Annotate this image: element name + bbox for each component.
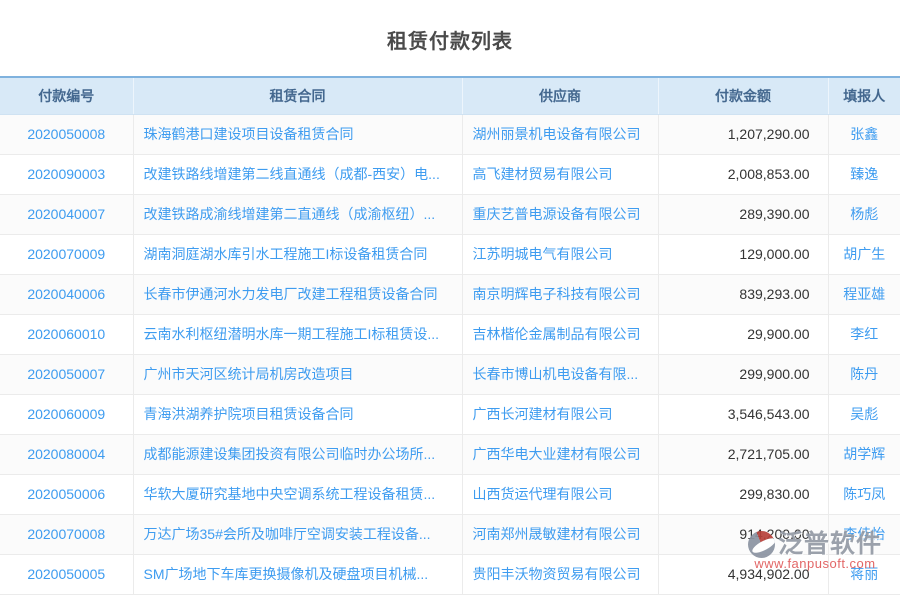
amount-value: 839,293.00	[658, 274, 829, 315]
supplier-link[interactable]: 南京明辉电子科技有限公司	[462, 274, 659, 315]
payment-no-link[interactable]: 2020050005	[0, 554, 134, 595]
contract-link[interactable]: 长春市伊通河水力发电厂改建工程租赁设备合同	[133, 274, 463, 315]
contract-link[interactable]: 改建铁路线增建第二线直通线（成都-西安）电...	[133, 154, 463, 195]
table-body: 2020050008 珠海鹤港口建设项目设备租赁合同 湖州丽景机电设备有限公司 1,2…	[0, 114, 900, 595]
payment-no-link[interactable]: 2020070009	[0, 234, 134, 275]
table-row: 2020060010 云南水利枢纽潜明水库一期工程施工I标租赁设... 吉林楷伦金属…	[0, 314, 900, 355]
vendor-watermark: 泛普软件 www.fanpusoft.com	[740, 531, 890, 571]
reporter-link[interactable]: 蒋丽	[828, 554, 900, 595]
amount-value: 4,934,902.00	[658, 554, 829, 595]
table-row: 2020090003 改建铁路线增建第二线直通线（成都-西安）电... 高飞建材贸易…	[0, 154, 900, 195]
payment-no-link[interactable]: 2020060009	[0, 394, 134, 435]
amount-value: 3,546,543.00	[658, 394, 829, 435]
supplier-link[interactable]: 湖州丽景机电设备有限公司	[462, 114, 659, 155]
table-row: 2020070009 湖南洞庭湖水库引水工程施工I标设备租赁合同 江苏明城电气有限公…	[0, 234, 900, 275]
supplier-link[interactable]: 河南郑州晟敏建材有限公司	[462, 514, 659, 555]
reporter-link[interactable]: 程亚雄	[828, 274, 900, 315]
payment-no-link[interactable]: 2020040006	[0, 274, 134, 315]
reporter-link[interactable]: 陈丹	[828, 354, 900, 395]
contract-link[interactable]: 改建铁路成渝线增建第二直通线（成渝枢纽）...	[133, 194, 463, 235]
supplier-link[interactable]: 江苏明城电气有限公司	[462, 234, 659, 275]
amount-value: 2,008,853.00	[658, 154, 829, 195]
table-row: 2020050008 珠海鹤港口建设项目设备租赁合同 湖州丽景机电设备有限公司 1,2…	[0, 114, 900, 155]
payment-no-link[interactable]: 2020080004	[0, 434, 134, 475]
reporter-link[interactable]: 臻逸	[828, 154, 900, 195]
column-header-payment-no: 付款编号	[0, 76, 134, 115]
contract-link[interactable]: 云南水利枢纽潜明水库一期工程施工I标租赁设...	[133, 314, 463, 355]
amount-value: 914,200.00	[658, 514, 829, 555]
payment-no-link[interactable]: 2020050006	[0, 474, 134, 515]
payment-no-link[interactable]: 2020050008	[0, 114, 134, 155]
reporter-link[interactable]: 吴彪	[828, 394, 900, 435]
amount-value: 129,000.00	[658, 234, 829, 275]
column-header-amount: 付款金额	[658, 76, 829, 115]
contract-link[interactable]: 万达广场35#会所及咖啡厅空调安装工程设备...	[133, 514, 463, 555]
table-row: 2020080004 成都能源建设集团投资有限公司临时办公场所... 广西华电大业建…	[0, 434, 900, 475]
contract-link[interactable]: 湖南洞庭湖水库引水工程施工I标设备租赁合同	[133, 234, 463, 275]
table-row: 2020040007 改建铁路成渝线增建第二直通线（成渝枢纽）... 重庆艺普电源设…	[0, 194, 900, 235]
page-title: 租赁付款列表	[387, 31, 513, 53]
contract-link[interactable]: 珠海鹤港口建设项目设备租赁合同	[133, 114, 463, 155]
amount-value: 29,900.00	[658, 314, 829, 355]
table-row: 2020040006 长春市伊通河水力发电厂改建工程租赁设备合同 南京明辉电子科技有…	[0, 274, 900, 315]
lease-payment-table: 付款编号 租赁合同 供应商 付款金额 填报人 2020050008 珠海鹤港口建设…	[0, 76, 900, 595]
amount-value: 299,900.00	[658, 354, 829, 395]
table-row: 2020060009 青海洪湖养护院项目租赁设备合同 广西长河建材有限公司 3,546…	[0, 394, 900, 435]
reporter-link[interactable]: 张鑫	[828, 114, 900, 155]
contract-link[interactable]: SM广场地下车库更换摄像机及硬盘项目机械...	[133, 554, 463, 595]
amount-value: 1,207,290.00	[658, 114, 829, 155]
table-row: 2020070008 万达广场35#会所及咖啡厅空调安装工程设备... 河南郑州晟敏…	[0, 514, 900, 555]
supplier-link[interactable]: 重庆艺普电源设备有限公司	[462, 194, 659, 235]
table-header: 付款编号 租赁合同 供应商 付款金额 填报人	[0, 76, 900, 115]
contract-link[interactable]: 青海洪湖养护院项目租赁设备合同	[133, 394, 463, 435]
amount-value: 289,390.00	[658, 194, 829, 235]
reporter-link[interactable]: 胡广生	[828, 234, 900, 275]
payment-no-link[interactable]: 2020070008	[0, 514, 134, 555]
column-header-supplier: 供应商	[462, 76, 659, 115]
amount-value: 2,721,705.00	[658, 434, 829, 475]
reporter-link[interactable]: 胡学辉	[828, 434, 900, 475]
table-row: 2020050006 华软大厦研究基地中央空调系统工程设备租赁... 山西货运代理有…	[0, 474, 900, 515]
supplier-link[interactable]: 吉林楷伦金属制品有限公司	[462, 314, 659, 355]
amount-value: 299,830.00	[658, 474, 829, 515]
payment-no-link[interactable]: 2020050007	[0, 354, 134, 395]
supplier-link[interactable]: 长春市博山机电设备有限...	[462, 354, 659, 395]
column-header-reporter: 填报人	[828, 76, 900, 115]
supplier-link[interactable]: 广西长河建材有限公司	[462, 394, 659, 435]
payment-no-link[interactable]: 2020040007	[0, 194, 134, 235]
contract-link[interactable]: 成都能源建设集团投资有限公司临时办公场所...	[133, 434, 463, 475]
reporter-link[interactable]: 李红	[828, 314, 900, 355]
reporter-link[interactable]: 李佳怡	[828, 514, 900, 555]
column-header-contract: 租赁合同	[133, 76, 463, 115]
supplier-link[interactable]: 贵阳丰沃物资贸易有限公司	[462, 554, 659, 595]
watermark-brand: 泛普软件	[777, 530, 882, 558]
table-row: 2020050005 SM广场地下车库更换摄像机及硬盘项目机械... 贵阳丰沃物资贸…	[0, 554, 900, 595]
supplier-link[interactable]: 高飞建材贸易有限公司	[462, 154, 659, 195]
supplier-link[interactable]: 广西华电大业建材有限公司	[462, 434, 659, 475]
contract-link[interactable]: 华软大厦研究基地中央空调系统工程设备租赁...	[133, 474, 463, 515]
fanpu-logo-icon	[747, 531, 775, 558]
table-row: 2020050007 广州市天河区统计局机房改造项目 长春市博山机电设备有限... 2…	[0, 354, 900, 395]
contract-link[interactable]: 广州市天河区统计局机房改造项目	[133, 354, 463, 395]
watermark-url: www.fanpusoft.com	[754, 556, 876, 571]
reporter-link[interactable]: 陈巧凤	[828, 474, 900, 515]
payment-no-link[interactable]: 2020090003	[0, 154, 134, 195]
supplier-link[interactable]: 山西货运代理有限公司	[462, 474, 659, 515]
reporter-link[interactable]: 杨彪	[828, 194, 900, 235]
payment-no-link[interactable]: 2020060010	[0, 314, 134, 355]
